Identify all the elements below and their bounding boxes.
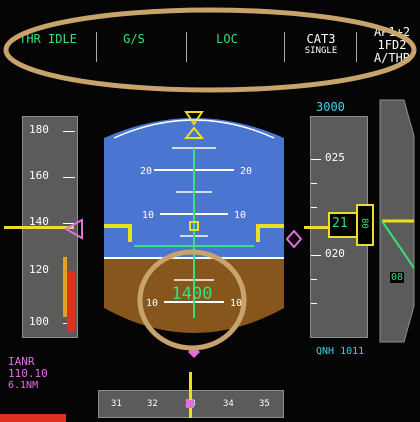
pitch-label: 10 — [234, 210, 246, 221]
roll-scale — [113, 119, 275, 139]
overspeed-band — [67, 271, 75, 331]
speed-label: 140 — [29, 215, 49, 228]
target-speed-marker — [63, 218, 83, 240]
altitude-tick — [311, 303, 317, 304]
fma-lateral-mode: LOC — [216, 32, 238, 46]
heading-label: 35 — [259, 399, 270, 409]
ils-ident: IANR — [8, 355, 35, 368]
altitude-reference-line — [304, 226, 328, 229]
fma-separator — [96, 32, 97, 62]
altitude-tick — [311, 279, 317, 280]
roll-pointer — [184, 111, 204, 126]
fma-approach-cat: CAT3 — [306, 32, 336, 46]
pitch-label: 20 — [140, 166, 152, 177]
fma-approach-type: SINGLE — [304, 46, 338, 56]
fma-separator — [356, 32, 357, 62]
altitude-label: 020 — [325, 247, 345, 260]
heading-label: 32 — [147, 399, 158, 409]
heading-label: 31 — [111, 399, 122, 409]
qnh-setting: QNH 1011 — [316, 346, 365, 357]
ils-frequency: 110.10 — [8, 367, 48, 380]
speed-tick — [63, 177, 75, 178]
heading-reference-line — [189, 372, 192, 418]
speed-trend-bar — [63, 257, 67, 317]
aircraft-symbol-right — [256, 224, 284, 242]
ils-info: IANR 110.10 6.1NM — [8, 356, 48, 392]
speed-reference-line — [4, 226, 74, 229]
speed-tick — [63, 223, 75, 224]
speed-label: 100 — [29, 315, 49, 328]
altitude-hundreds: 21 — [332, 216, 348, 231]
aircraft-center-dot — [189, 221, 199, 231]
heading-label: 34 — [223, 399, 234, 409]
fma-flight-director: 1FD2 — [377, 38, 407, 52]
fma-autothrust-mode: THR IDLE — [19, 32, 77, 46]
altitude-tick — [311, 183, 317, 184]
attitude-indicator: 20 20 10 10 10 10 — [104, 111, 284, 358]
selected-altitude: 3000 — [316, 100, 345, 114]
altitude-label: 025 — [325, 151, 345, 164]
speed-label: 180 — [29, 123, 49, 136]
speed-tick — [63, 131, 75, 132]
course-pointer — [186, 400, 194, 408]
vertical-speed-value: 08 — [390, 272, 405, 283]
altitude-drum: 80 — [356, 204, 374, 246]
red-corner-bar — [0, 414, 66, 422]
vertical-speed-indicator — [379, 99, 415, 343]
fma-separator — [284, 32, 285, 62]
altitude-tick — [311, 159, 321, 160]
radio-altitude: 1400 — [171, 284, 213, 304]
fma-vertical-mode: G/S — [123, 32, 145, 46]
aircraft-symbol-left — [104, 224, 132, 242]
speed-label: 120 — [29, 263, 49, 276]
altitude-readout-window: 21 — [328, 212, 360, 238]
fma-separator — [186, 32, 187, 62]
speed-label: 160 — [29, 169, 49, 182]
vsi-needle — [381, 220, 415, 269]
pitch-label: 20 — [240, 166, 252, 177]
fma-approach-capability: CAT3 SINGLE — [292, 32, 350, 56]
altitude-tick — [311, 255, 321, 256]
altitude-tens: 80 — [359, 218, 369, 229]
glideslope-diamond — [286, 230, 302, 248]
pitch-label: 10 — [230, 298, 242, 309]
altitude-tick — [311, 207, 317, 208]
fma-highlight-ellipse — [3, 7, 417, 93]
pitch-label: 10 — [142, 210, 154, 221]
pitch-label: 10 — [146, 298, 158, 309]
sky-pointer — [183, 126, 205, 139]
radio-altitude-highlight — [137, 249, 247, 351]
ils-dme: 6.1NM — [8, 380, 39, 391]
